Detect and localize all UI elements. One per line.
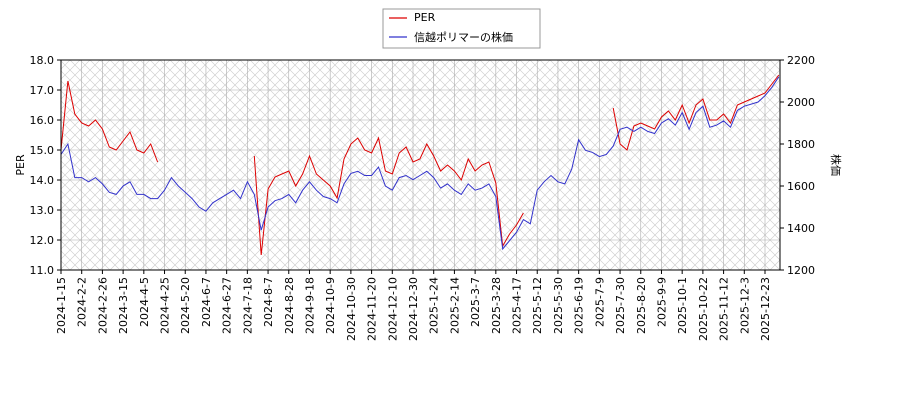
x-tick-label: 2025-12-3 [738,277,751,334]
y2-tick-label: 1800 [787,138,815,151]
y2-tick-label: 2000 [787,96,815,109]
x-tick-label: 2024-2-26 [96,277,109,334]
legend: PER 信越ポリマーの株価 [382,8,541,49]
x-tick-label: 2025-12-23 [759,277,772,341]
y-tick-label: 12.0 [30,234,55,247]
x-tick-label: 2025-3-28 [490,277,503,334]
x-tick-label: 2025-8-20 [635,277,648,334]
series-line [612,74,780,151]
plot-frame [60,59,781,271]
plot-background [61,60,780,270]
x-tick-label: 2025-2-14 [448,277,461,334]
x-tick-label: 2025-9-9 [655,277,668,327]
legend-box [382,8,541,49]
x-tick-label: 2025-4-17 [511,277,524,334]
x-tick-label: 2025-1-24 [428,277,441,334]
x-tick-label: 2024-6-7 [200,277,213,327]
series-line [60,80,159,163]
x-tick-label: 2024-6-27 [221,277,234,334]
x-tick-label: 2025-5-12 [531,277,544,334]
x-tick-label: 2025-10-22 [697,277,710,341]
y2-tick-label: 1600 [787,180,815,193]
x-tick-label: 2024-1-15 [55,277,68,334]
y2-axis-label: 株価 [829,154,843,176]
y-tick-label: 17.0 [30,84,55,97]
x-tick-label: 2024-4-25 [159,277,172,334]
x-tick-label: 2024-11-20 [366,277,379,341]
x-tick-label: 2024-7-18 [241,277,254,334]
y-tick-label: 18.0 [30,54,55,67]
y-tick-label: 11.0 [30,264,55,277]
x-tick-label: 2024-10-30 [345,277,358,341]
legend-label: 信越ポリマーの株価 [414,30,513,44]
x-tick-label: 2025-7-9 [593,277,606,327]
x-tick-label: 2024-10-9 [324,277,337,334]
x-tick-label: 2024-8-7 [262,277,275,327]
x-tick-label: 2025-10-1 [676,277,689,334]
y2-tick-label: 1400 [787,222,815,235]
y-tick-label: 15.0 [30,144,55,157]
x-tick-label: 2024-2-2 [76,277,89,327]
x-tick-label: 2024-4-5 [138,277,151,327]
x-tick-label: 2024-12-10 [386,277,399,341]
series-line [253,136,524,256]
x-tick-label: 2024-5-20 [179,277,192,334]
x-tick-label: 2025-7-30 [614,277,627,334]
x-tick-label: 2025-5-30 [552,277,565,334]
y-tick-label: 13.0 [30,204,55,217]
x-tick-label: 2024-3-15 [117,277,130,334]
x-tick-label: 2024-8-28 [283,277,296,334]
y2-tick-label: 1200 [787,264,815,277]
x-tick-label: 2024-9-18 [303,277,316,334]
x-tick-label: 2024-12-30 [407,277,420,341]
legend-label: PER [414,11,436,24]
x-tick-label: 2025-6-19 [573,277,586,334]
series-line [60,76,780,251]
y-tick-label: 14.0 [30,174,55,187]
x-tick-label: 2025-3-7 [469,277,482,327]
y-axis-label: PER [14,154,27,176]
y2-tick-label: 2200 [787,54,815,67]
y-tick-label: 16.0 [30,114,55,127]
x-tick-label: 2025-11-12 [718,277,731,341]
